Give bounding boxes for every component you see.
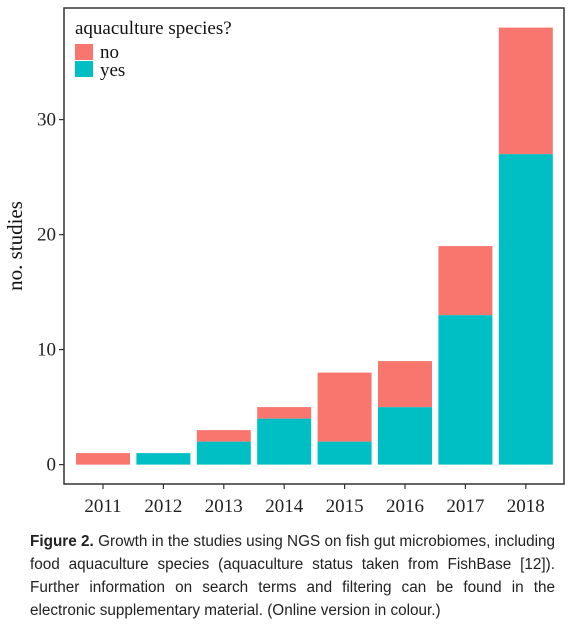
bar-no-2015 (317, 372, 372, 442)
y-tick-label: 20 (37, 225, 56, 246)
bar-yes-2015 (317, 441, 372, 465)
x-tick-label: 2017 (446, 496, 484, 517)
x-tick-label: 2014 (265, 496, 304, 517)
bar-no-2014 (257, 407, 312, 419)
bar-yes-2017 (438, 315, 493, 465)
bar-yes-2016 (378, 407, 432, 465)
caption-label: Figure 2. (30, 533, 94, 550)
x-tick-label: 2018 (507, 496, 545, 517)
y-tick-label: 30 (37, 110, 56, 131)
x-tick-label: 2015 (326, 496, 364, 517)
bar-yes-2012 (136, 453, 191, 465)
bar-no-2011 (76, 453, 130, 465)
legend-label-yes: yes (100, 60, 125, 81)
bar-yes-2018 (498, 154, 553, 465)
legend-title: aquaculture species? (75, 18, 232, 39)
x-axis: 2011 2012 2013 2014 2015 2016 2017 2018 (84, 484, 545, 517)
bar-no-2018 (498, 27, 553, 155)
y-axis: 0 10 20 30 (37, 110, 64, 476)
x-tick-label: 2012 (144, 496, 182, 517)
stacked-bar-chart: 0 10 20 30 2011 2012 2013 2014 2015 2016 2017 2018… (3, 7, 565, 517)
legend-key-yes (75, 61, 93, 77)
y-axis-title: no. studies (3, 201, 27, 291)
caption-text: Growth in the studies using NGS on fish … (30, 533, 556, 619)
x-tick-label: 2013 (205, 496, 243, 517)
bars-group (76, 27, 553, 465)
legend: aquaculture species? no yes (75, 18, 232, 81)
y-tick-label: 10 (37, 340, 56, 361)
bar-yes-2013 (196, 441, 251, 465)
legend-key-no (75, 44, 93, 60)
bar-yes-2014 (257, 418, 312, 465)
y-tick-label: 0 (47, 455, 57, 476)
bar-no-2016 (378, 361, 432, 408)
x-tick-label: 2011 (84, 496, 121, 517)
plot-panel-border (63, 7, 565, 485)
bar-no-2017 (438, 246, 493, 316)
figure-caption: Figure 2. Growth in the studies using NG… (30, 530, 555, 622)
x-tick-label: 2016 (386, 496, 424, 517)
bar-no-2013 (196, 430, 251, 442)
legend-label-no: no (100, 42, 119, 63)
